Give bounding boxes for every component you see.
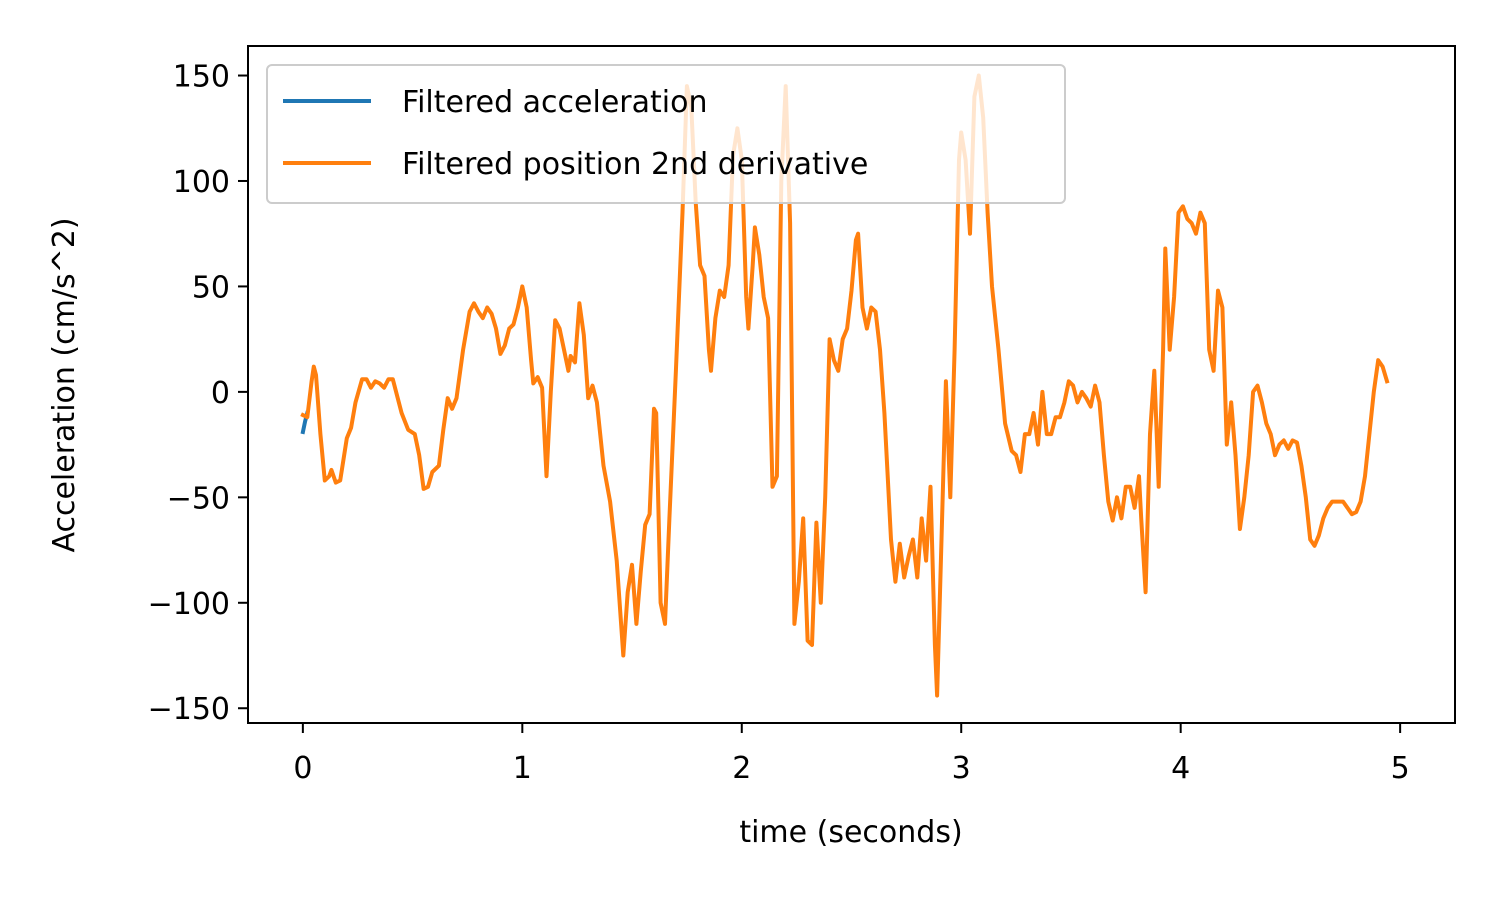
y-axis-label: Acceleration (cm/s^2) — [47, 217, 82, 552]
x-tick-label: 1 — [513, 751, 532, 786]
x-tick-label: 4 — [1171, 751, 1190, 786]
legend-label-position-2nd-derivative: Filtered position 2nd derivative — [402, 147, 868, 182]
y-tick-label: −50 — [167, 481, 230, 516]
y-tick-label: 50 — [192, 270, 230, 305]
plot-frame — [247, 45, 1456, 724]
y-axis: 150 100 50 0 −50 −100 −150 — [148, 60, 248, 727]
y-tick-label: −100 — [148, 587, 230, 622]
legend-box — [266, 64, 1066, 204]
x-tick-label: 2 — [732, 751, 751, 786]
y-tick-label: 0 — [211, 376, 230, 411]
x-tick-label: 3 — [952, 751, 971, 786]
legend: Filtered acceleration Filtered position … — [266, 64, 1066, 204]
x-axis: 0 1 2 3 4 5 — [293, 723, 1410, 786]
x-tick-label: 0 — [293, 751, 312, 786]
x-tick-label: 5 — [1391, 751, 1410, 786]
y-tick-label: 100 — [173, 165, 230, 200]
x-axis-label: time (seconds) — [739, 815, 962, 850]
legend-label-filtered-acceleration: Filtered acceleration — [402, 85, 707, 120]
series-layer — [300, 73, 1390, 698]
series-line-position-2nd-derivative — [300, 73, 1390, 698]
y-tick-label: 150 — [173, 60, 230, 95]
y-tick-label: −150 — [148, 692, 230, 727]
